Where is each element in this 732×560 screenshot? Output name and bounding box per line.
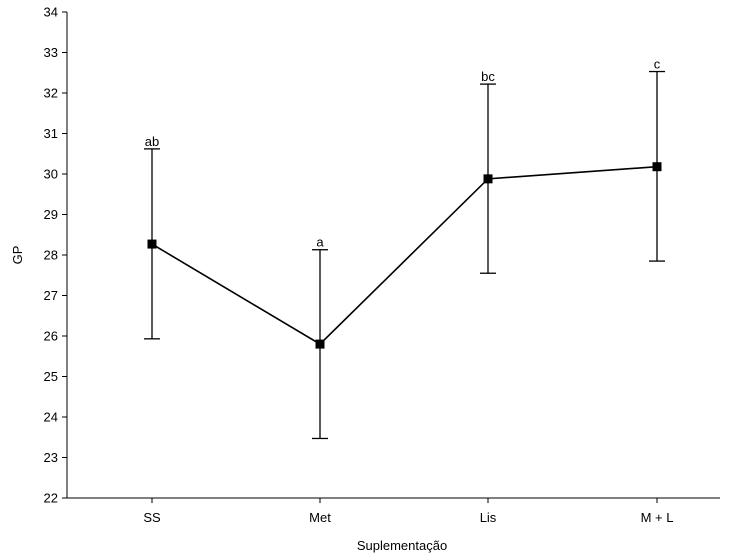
significance-label: c — [654, 57, 661, 72]
y-tick-label: 33 — [44, 45, 58, 60]
series-polyline — [151, 165, 658, 346]
y-tick-label: 25 — [44, 369, 58, 384]
significance-label: a — [316, 235, 324, 250]
y-tick-label: 26 — [44, 329, 58, 344]
y-ticks: 22 23 24 25 26 27 28 29 30 31 32 33 34 — [44, 5, 67, 506]
significance-label: bc — [481, 69, 495, 84]
significance-label: ab — [145, 134, 159, 149]
y-tick-label: 28 — [44, 248, 58, 263]
x-tick-label: SS — [143, 510, 161, 525]
y-axis-title: GP — [10, 246, 25, 265]
y-tick-label: 34 — [44, 5, 58, 20]
error-bars — [144, 70, 665, 440]
y-axis: 22 23 24 25 26 27 28 29 30 31 32 33 34 — [44, 5, 68, 506]
significance-labels: ab a bc c — [145, 57, 661, 250]
data-point-marker — [652, 162, 662, 172]
series-line — [151, 165, 658, 346]
x-axis-title: Suplementação — [357, 538, 447, 553]
y-tick-label: 31 — [44, 126, 58, 141]
x-tick-label: Met — [309, 510, 331, 525]
x-ticks: SS Met Lis M + L — [143, 498, 673, 525]
x-tick-label: M + L — [641, 510, 674, 525]
data-point-marker — [315, 339, 325, 349]
y-tick-label: 24 — [44, 410, 58, 425]
x-tick-label: Lis — [480, 510, 497, 525]
data-point-marker — [147, 239, 157, 249]
y-tick-label: 32 — [44, 86, 58, 101]
x-axis: SS Met Lis M + L — [67, 497, 720, 525]
y-tick-label: 22 — [44, 491, 58, 506]
markers — [147, 162, 662, 349]
y-tick-label: 29 — [44, 207, 58, 222]
y-tick-label: 23 — [44, 450, 58, 465]
y-tick-label: 30 — [44, 167, 58, 182]
data-point-marker — [483, 174, 493, 184]
y-tick-label: 27 — [44, 288, 58, 303]
